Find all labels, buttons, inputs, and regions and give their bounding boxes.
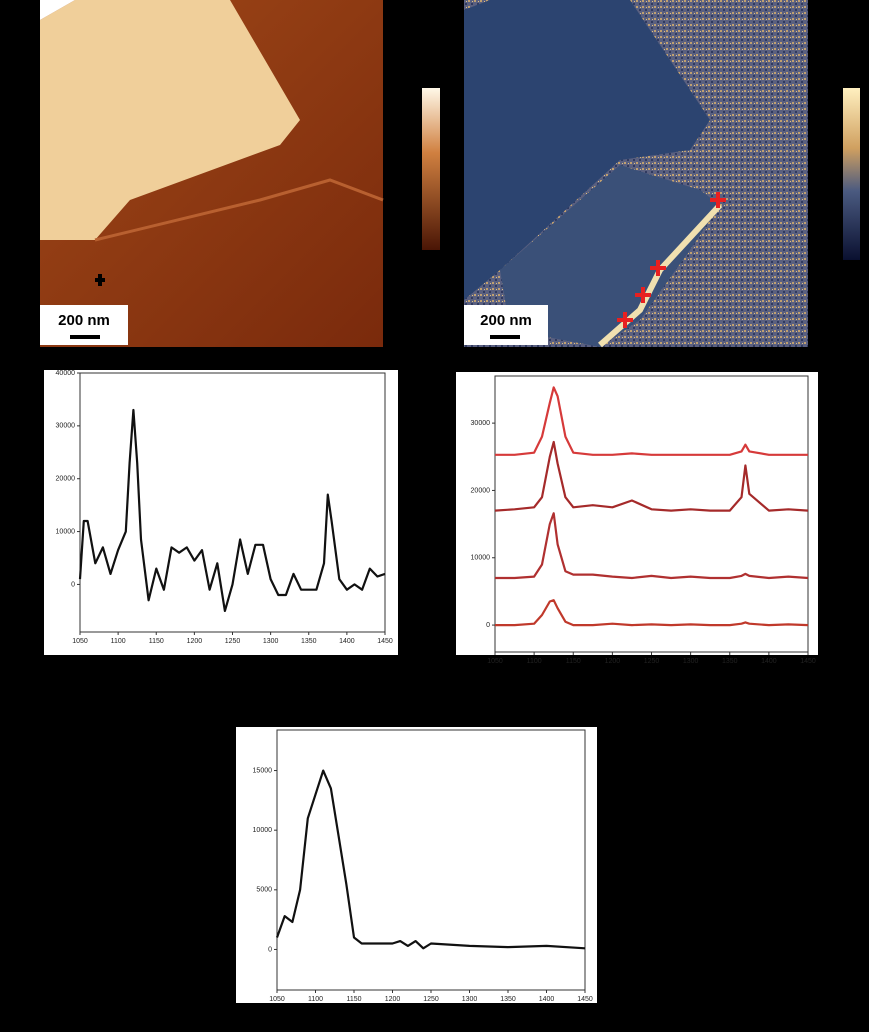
- y-tick-label: 0: [268, 946, 272, 953]
- x-tick-label: 1300: [263, 638, 279, 645]
- x-tick-label: 1250: [423, 996, 439, 1003]
- y-tick-label: 10000: [56, 528, 76, 535]
- afm-topography: 200 nm: [40, 0, 440, 347]
- x-tick-label: 1450: [577, 996, 593, 1003]
- x-tick-label: 1400: [761, 658, 777, 665]
- x-tick-label: 1350: [500, 996, 516, 1003]
- spectrum-line: [495, 512, 809, 580]
- y-tick-label: 5000: [256, 887, 272, 894]
- scale-bar-label: 200 nm: [480, 312, 532, 329]
- plot-area: [79, 372, 386, 633]
- spectrum-line: [78, 408, 386, 612]
- spectrum-line: [495, 599, 809, 627]
- x-tick-label: 1400: [539, 996, 555, 1003]
- x-tick-label: 1150: [149, 638, 164, 645]
- plot-area: [494, 375, 809, 653]
- x-tick-label: 1150: [566, 658, 581, 665]
- spectrum-line: [275, 769, 586, 950]
- x-tick-label: 1050: [487, 658, 503, 665]
- x-tick-label: 1200: [605, 658, 621, 665]
- plot-area: [276, 729, 586, 991]
- x-tick-label: 1400: [339, 638, 355, 645]
- x-tick-label: 1350: [722, 658, 738, 665]
- afm-map: 200 nm: [464, 0, 860, 348]
- y-tick-label: 30000: [56, 423, 76, 430]
- y-tick-label: 10000: [253, 827, 273, 834]
- x-tick-label: 1150: [346, 996, 361, 1003]
- x-tick-label: 1300: [683, 658, 699, 665]
- x-tick-label: 1250: [225, 638, 241, 645]
- y-tick-label: 10000: [471, 555, 491, 562]
- x-tick-label: 1050: [269, 996, 285, 1003]
- x-tick-label: 1050: [72, 638, 88, 645]
- y-tick-label: 20000: [56, 476, 76, 483]
- x-tick-label: 1100: [527, 658, 542, 665]
- x-tick-label: 1450: [800, 658, 816, 665]
- x-tick-label: 1100: [111, 638, 126, 645]
- y-tick-label: 40000: [56, 370, 76, 377]
- x-tick-label: 1450: [377, 638, 393, 645]
- y-tick-label: 30000: [471, 420, 491, 427]
- x-tick-label: 1200: [385, 996, 401, 1003]
- spectrum-line: [495, 386, 808, 456]
- x-tick-label: 1100: [308, 996, 323, 1003]
- x-tick-label: 1200: [187, 638, 203, 645]
- y-tick-label: 0: [486, 622, 490, 629]
- x-tick-label: 1250: [644, 658, 660, 665]
- y-tick-label: 0: [71, 581, 75, 588]
- y-tick-label: 15000: [253, 767, 273, 774]
- x-tick-label: 1350: [301, 638, 317, 645]
- scale-bar-label: 200 nm: [58, 312, 110, 329]
- x-tick-label: 1300: [462, 996, 478, 1003]
- y-tick-label: 20000: [471, 487, 491, 494]
- spectrum-line: [494, 440, 809, 512]
